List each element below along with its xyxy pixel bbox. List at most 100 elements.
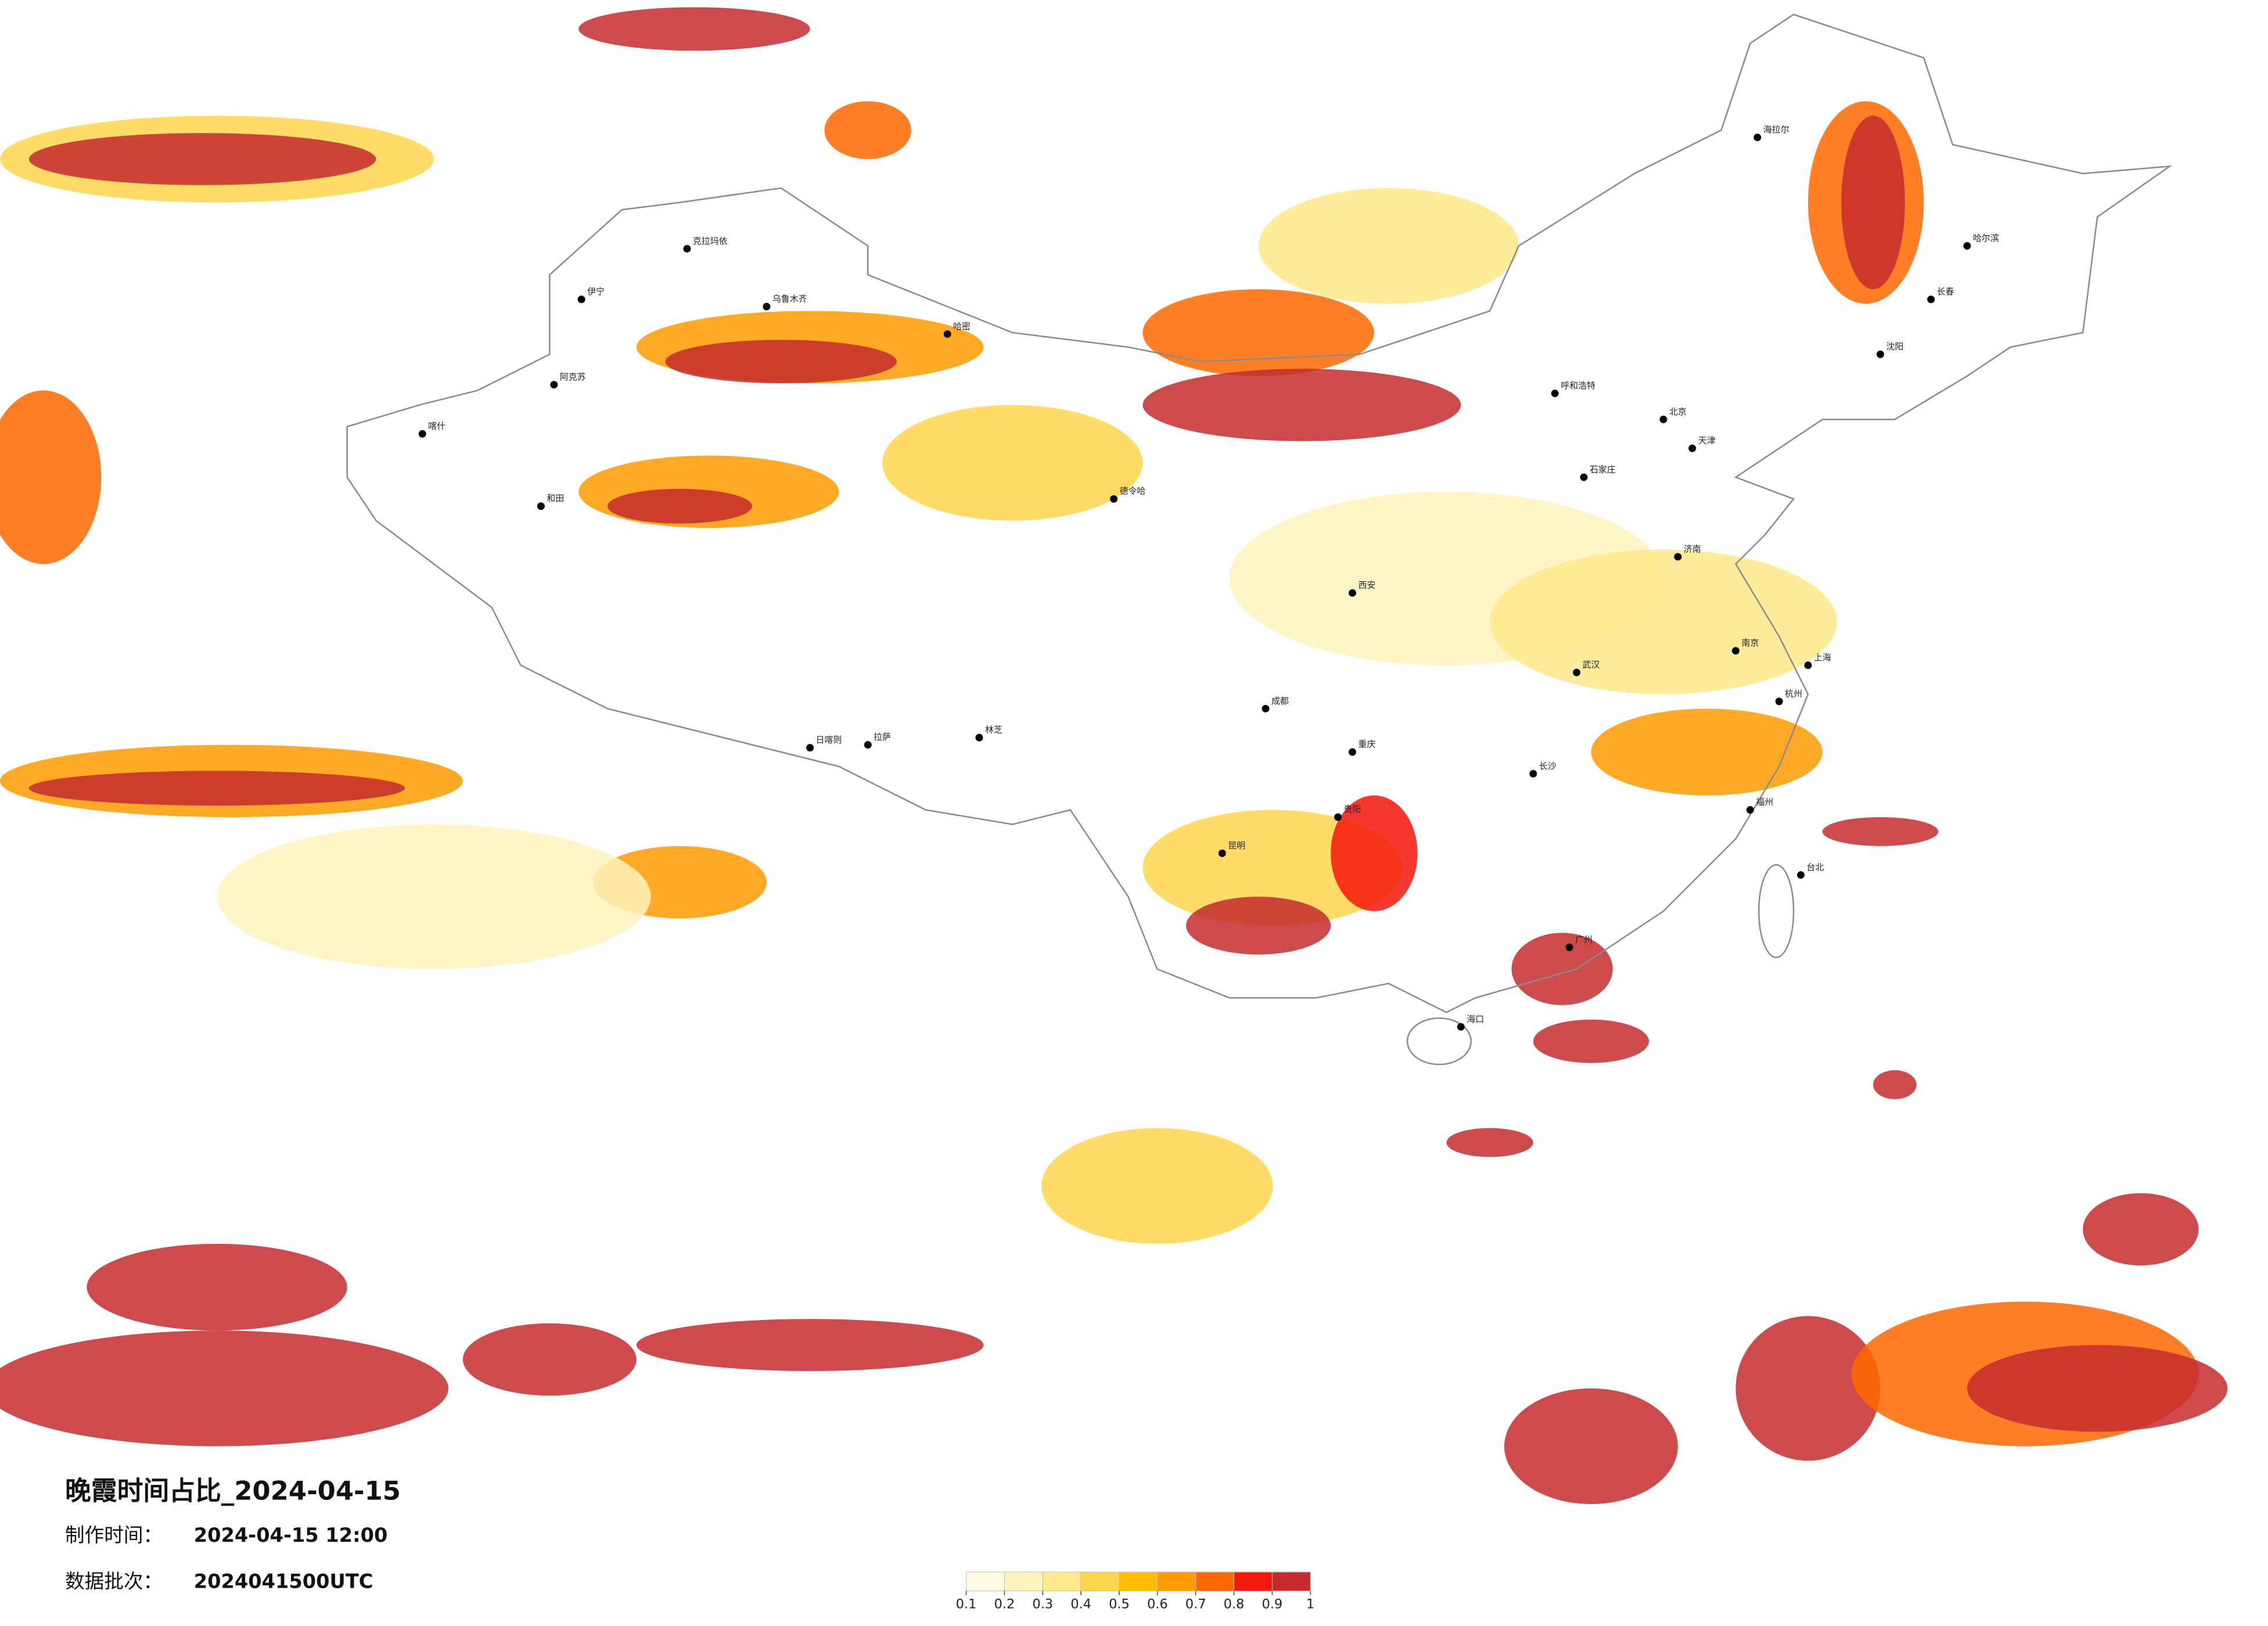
city-label: 伊宁 [587,286,605,297]
city-label: 武汉 [1583,660,1600,670]
heat-patch [1186,897,1331,955]
heat-patch [1258,188,1519,304]
city-dot [1218,849,1226,857]
city-dot [537,502,545,510]
heat-patch [665,340,897,383]
heat-patch [1735,1316,1881,1461]
city-dot [1565,943,1573,951]
heat-patch [462,1323,637,1396]
city-dot [1775,697,1783,706]
colorbar-tick-label: 0.6 [1147,1596,1168,1611]
city-label: 杭州 [1785,688,1802,699]
colorbar-swatch [1042,1571,1081,1591]
city-dot [1529,769,1537,778]
heat-patch [1446,1128,1533,1157]
city-label: 南京 [1741,638,1759,648]
colorbar-swatch [1157,1571,1196,1591]
island-border [1758,864,1795,958]
city-dot [577,296,585,303]
colorbar-swatch [1195,1571,1235,1591]
map-title: 晚霞时间占比_2024-04-15 [65,1476,401,1506]
city-label: 台北 [1807,862,1824,872]
city-label: 哈密 [953,321,971,332]
heat-patch [578,7,810,51]
city-label: 贵阳 [1344,804,1361,815]
city-label: 成都 [1271,696,1289,706]
city-label: 沈阳 [1886,341,1904,352]
city-label: 西安 [1358,580,1376,591]
heat-patch [28,133,376,185]
city-label: 海口 [1467,1014,1484,1024]
city-label: 乌鲁木齐 [772,294,807,304]
heat-patch [636,1319,984,1371]
colorbar-swatch [1234,1571,1273,1591]
city-label: 重庆 [1358,739,1376,750]
colorbar-tick-label: 0.7 [1185,1596,1206,1611]
city-dot [1573,668,1581,677]
heat-patch [1142,289,1374,376]
city-dot [1659,415,1667,423]
colorbar-tick-label: 0.9 [1262,1596,1283,1611]
heat-patch [1142,369,1461,441]
city-dot [1580,473,1588,481]
city-dot [550,380,558,388]
city-label: 克拉玛依 [693,236,728,246]
heat-patch [1873,1070,1917,1099]
heat-patch [824,101,911,159]
city-label: 上海 [1814,652,1831,663]
city-dot [943,330,951,338]
heat-patch [1511,933,1613,1005]
city-label: 长沙 [1539,761,1557,771]
colorbar-tick-label: 0.2 [994,1596,1015,1611]
city-label: 日喀则 [816,735,842,745]
colorbar-swatch [1080,1571,1120,1591]
city-dot [1804,661,1812,670]
heat-patch [1490,549,1837,695]
heat-patch [882,405,1143,521]
city-dot [1261,704,1270,713]
batch-label: 数据批次： [65,1570,163,1593]
heat-patch [1822,817,1939,846]
heat-patch [1504,1388,1678,1505]
colorbar-swatch [1271,1571,1311,1591]
city-label: 海拉尔 [1763,124,1789,135]
city-dot [1746,806,1754,814]
city-dot [418,430,426,438]
city-dot [1927,296,1935,303]
heat-patch [1591,708,1823,796]
city-dot [683,244,691,253]
heat-patch [217,824,651,969]
heat-patch [28,771,405,806]
city-dot [1110,495,1118,503]
city-label: 呼和浩特 [1561,380,1595,391]
city-dot [1797,871,1805,879]
city-label: 北京 [1669,406,1687,417]
colorbar-swatch [1119,1571,1158,1591]
colorbar-tick-label: 0.8 [1224,1596,1245,1611]
colorbar-tick-label: 0.4 [1070,1596,1091,1611]
colorbar-tick-label: 0.5 [1109,1596,1130,1611]
city-dot [975,733,983,742]
city-dot [1732,647,1739,655]
city-dot [1551,389,1559,397]
city-label: 和田 [547,493,564,503]
city-label: 福州 [1756,797,1773,807]
heat-patch [1533,1019,1649,1063]
city-dot [763,303,771,311]
city-label: 石家庄 [1590,464,1616,474]
city-dot [1349,748,1357,756]
colorbar-tick-label: 0.3 [1033,1596,1054,1611]
city-label: 济南 [1684,544,1701,554]
colorbar-tick-label: 1 [1306,1596,1314,1611]
city-dot [1877,350,1885,358]
city-label: 长春 [1937,286,1954,297]
city-dot [1963,242,1971,250]
city-label: 拉萨 [874,732,891,742]
heat-patch [2083,1193,2199,1266]
city-label: 喀什 [428,421,445,431]
made-time: 2024-04-15 12:00 [194,1524,388,1546]
heat-layer [0,7,2228,1505]
city-label: 广州 [1575,934,1593,945]
island-border [1406,1017,1472,1066]
